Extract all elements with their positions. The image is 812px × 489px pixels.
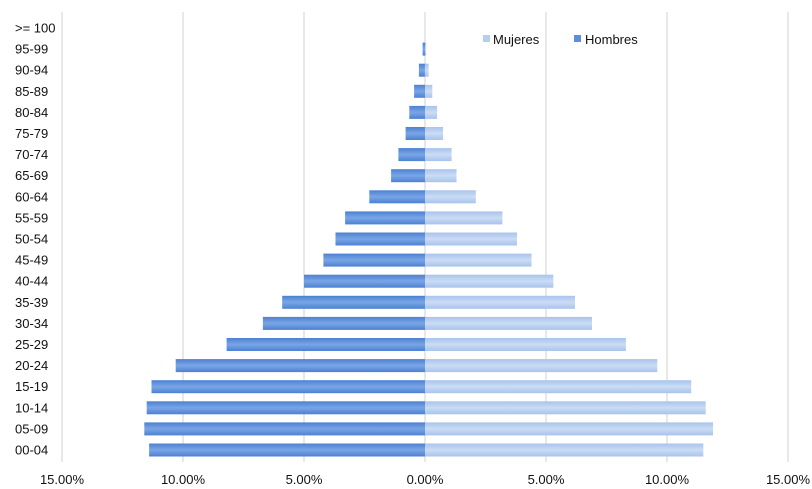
y-tick-label: 20-24 — [15, 358, 48, 373]
y-tick-label: 35-39 — [15, 295, 48, 310]
y-tick-label: 90-94 — [15, 63, 48, 78]
bar-hombres-2024 — [175, 359, 425, 373]
y-tick-label: 55-59 — [15, 210, 48, 225]
bar-hombres-6569 — [391, 169, 425, 183]
y-tick-label: 85-89 — [15, 84, 48, 99]
bar-mujeres-1519 — [425, 380, 692, 394]
bar-hombres-7074 — [398, 148, 425, 162]
bar-mujeres-7579 — [425, 127, 444, 140]
bar-hombres-5559 — [345, 211, 425, 225]
bar-mujeres-6064 — [425, 190, 476, 204]
legend-label-hombres: Hombres — [585, 32, 638, 47]
bar-mujeres-4549 — [425, 253, 532, 267]
y-tick-label: 75-79 — [15, 126, 48, 141]
bar-mujeres-0004 — [425, 443, 704, 457]
y-tick-label: 15-19 — [15, 379, 48, 394]
y-tick-label: 80-84 — [15, 105, 48, 120]
legend: Mujeres Hombres — [483, 32, 638, 47]
x-tick-label: 10.00% — [645, 472, 690, 487]
x-axis-tick-labels: 15.00% 10.00% 5.00% 0.00% 5.00% 10.00% 15.00% — [40, 472, 811, 487]
y-tick-label: 60-64 — [15, 189, 48, 204]
legend-swatch-mujeres — [483, 35, 490, 42]
bar-mujeres-8589 — [425, 84, 433, 98]
bar-mujeres-2024 — [425, 359, 658, 373]
bar-hombres-3539 — [282, 295, 425, 309]
bar-hombres-0004 — [149, 443, 425, 457]
y-tick-label: 45-49 — [15, 253, 48, 268]
x-tick-label: 15.00% — [40, 472, 85, 487]
bar-mujeres-2529 — [425, 338, 626, 351]
y-tick-label: 70-74 — [15, 147, 48, 162]
y-tick-label: >= 100 — [15, 21, 56, 36]
bar-hombres-8084 — [409, 105, 425, 119]
bar-mujeres-1014 — [425, 401, 706, 415]
y-tick-label: 50-54 — [15, 232, 48, 247]
x-tick-label: 0.00% — [407, 472, 444, 487]
y-tick-label: 00-04 — [15, 443, 48, 458]
bar-hombres-1519 — [151, 380, 425, 394]
bar-hombres-0509 — [144, 422, 426, 436]
bar-hombres-8589 — [414, 84, 425, 98]
bar-mujeres-5054 — [425, 232, 517, 246]
y-tick-label: 25-29 — [15, 337, 48, 352]
legend-label-mujeres: Mujeres — [493, 32, 540, 47]
bar-mujeres-8084 — [425, 105, 438, 119]
bar-mujeres-7074 — [425, 148, 452, 162]
bar-mujeres-4044 — [425, 274, 554, 288]
y-tick-label: 10-14 — [15, 400, 48, 415]
bar-hombres-9094 — [418, 63, 425, 77]
bar-hombres-4549 — [323, 253, 425, 267]
bar-hombres-5054 — [335, 232, 425, 246]
bar-hombres-3034 — [262, 316, 425, 330]
x-tick-label: 15.00% — [766, 472, 811, 487]
y-tick-label: 65-69 — [15, 168, 48, 183]
bar-hombres-2529 — [226, 338, 425, 351]
y-axis-tick-labels: 00-04 05-09 10-14 15-19 20-24 25-29 30-34 35-39… — [15, 21, 56, 458]
y-tick-label: 05-09 — [15, 421, 48, 436]
bar-hombres-7579 — [405, 127, 425, 140]
x-tick-label: 5.00% — [286, 472, 323, 487]
y-tick-label: 95-99 — [15, 42, 48, 57]
bars — [144, 42, 713, 457]
bar-hombres-9599 — [422, 42, 425, 56]
x-tick-label: 5.00% — [528, 472, 565, 487]
bar-mujeres-6569 — [425, 169, 457, 183]
x-tick-label: 10.00% — [161, 472, 206, 487]
bar-mujeres-3539 — [425, 295, 575, 309]
legend-swatch-hombres — [574, 35, 581, 42]
bar-mujeres-5559 — [425, 211, 503, 225]
y-tick-label: 40-44 — [15, 274, 48, 289]
bar-mujeres-3034 — [425, 316, 592, 330]
bar-mujeres-9599 — [425, 42, 427, 56]
bar-hombres-6064 — [369, 190, 425, 204]
bar-hombres-4044 — [304, 274, 425, 288]
bar-mujeres-9094 — [425, 63, 429, 77]
bar-hombres-1014 — [146, 401, 425, 415]
y-tick-label: 30-34 — [15, 316, 48, 331]
bar-mujeres-0509 — [425, 422, 713, 436]
